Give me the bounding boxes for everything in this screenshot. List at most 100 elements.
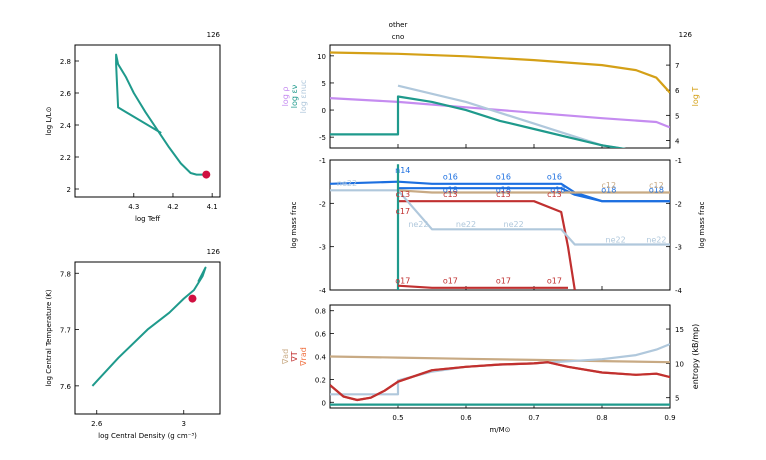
- profile-bottom-axis-label: ∇rad: [299, 347, 308, 367]
- profile-bottom-ytick-label: 0.4: [315, 354, 327, 362]
- profile-mid-ytick-right-label: -4: [675, 287, 683, 295]
- center-ytick-label: 7.8: [60, 270, 71, 278]
- species-label-n14: n14: [395, 166, 410, 175]
- hr-current-marker: [202, 170, 211, 179]
- series-o17: [397, 284, 568, 289]
- profile-top-axis-label: log ρ: [281, 87, 290, 107]
- profile-top-axis-label: log εν: [290, 84, 299, 108]
- profile-bottom-ytick-label: 0: [322, 399, 326, 407]
- profile-mid-frame: [329, 159, 671, 291]
- species-label-ne22: ne22: [408, 220, 428, 229]
- series-track: [91, 266, 207, 387]
- series-entropy: [330, 343, 670, 396]
- species-label-o17: o17: [496, 277, 511, 286]
- hr-ytick-label: 2.8: [60, 58, 71, 66]
- species-label-ne22: ne22: [456, 220, 476, 229]
- species-label-o17: o17: [395, 277, 410, 286]
- center-xtick-label: 3: [182, 420, 186, 428]
- series-track: [115, 53, 205, 176]
- series-ne22: [330, 189, 670, 246]
- profile-top-frame: [329, 44, 671, 149]
- series--t: [330, 361, 670, 402]
- hr-xtick-label: 4.2: [167, 203, 178, 211]
- center-current-marker: [188, 294, 197, 303]
- species-label-o16: o16: [496, 173, 511, 182]
- profile-mid-ylabel-right: log mass frac: [698, 201, 706, 248]
- hr-ytick-label: 2: [67, 186, 71, 194]
- profile-mid-ytick-label: -1: [319, 157, 326, 165]
- species-label-o18: o18: [550, 186, 565, 195]
- species-label-o16: o16: [547, 173, 562, 182]
- profile-top-ytick-right-label: 4: [675, 137, 680, 145]
- profile-bottom-axis-label: ∇T: [290, 351, 299, 362]
- profile-mid-ytick-label: -2: [319, 200, 326, 208]
- center-ytick-label: 7.7: [60, 327, 71, 335]
- center-ytick-label: 7.6: [60, 383, 72, 391]
- profile-mid-ytick-right-label: -3: [675, 244, 682, 252]
- species-label-ne22: ne22: [337, 179, 357, 188]
- profile-bottom-xtick-label: 0.6: [460, 414, 472, 422]
- profile-mid-ytick-label: -4: [319, 287, 327, 295]
- profile-bottom-axis-label: ∇ad: [281, 349, 290, 365]
- center-xlabel: log Central Density (g cm⁻³): [98, 432, 197, 440]
- profile-top-ytick-label: 10: [317, 53, 326, 61]
- profile-mid-ytick-right-label: -2: [675, 200, 682, 208]
- series-o18: [398, 187, 670, 203]
- center-xtick-label: 2.6: [91, 420, 103, 428]
- species-label-o18: o18: [601, 186, 616, 195]
- species-label-o18: o18: [649, 186, 664, 195]
- species-label-c12: c12: [649, 181, 664, 190]
- species-label-ne22: ne22: [606, 235, 626, 244]
- species-label-o17: o17: [443, 277, 458, 286]
- hr-xtick-label: 4.3: [128, 203, 139, 211]
- profile-bottom-right-axis-label: entropy (kB/mp): [691, 324, 700, 389]
- center-frame: [74, 261, 221, 415]
- center-ylabel: log Central Temperature (K): [45, 289, 53, 386]
- profile-top-zone-label: cno: [392, 33, 405, 41]
- series-c13: [398, 200, 576, 290]
- hr-corner-label: 126: [207, 31, 221, 39]
- profile-bottom-ytick-label: 0.8: [315, 308, 326, 316]
- species-label-o18: o18: [496, 186, 511, 195]
- profile-top-ytick-label: 0: [322, 107, 326, 115]
- profile-bottom-ytick-label: 0.2: [315, 376, 326, 384]
- profile-bottom-xtick-label: 0.9: [664, 414, 675, 422]
- hr-xtick-label: 4.1: [207, 203, 218, 211]
- profile-mid-ylabel: log mass frac: [290, 201, 298, 248]
- profile-bottom-ytick-right-label: 5: [675, 395, 679, 403]
- species-label-o17: o17: [547, 277, 562, 286]
- profile-top-ytick-label: 5: [322, 80, 326, 88]
- species-label-c12: c12: [602, 181, 617, 190]
- hr-ytick-label: 2.6: [60, 90, 72, 98]
- hr-ylabel: log L/L⊙: [45, 107, 53, 136]
- species-label-ne22: ne22: [504, 220, 524, 229]
- species-label-o18: o18: [443, 186, 458, 195]
- hr-frame: [74, 44, 221, 198]
- species-label-ne22: ne22: [646, 235, 666, 244]
- species-label-c17: c17: [395, 207, 410, 216]
- profile-bottom-xtick-label: 0.7: [528, 414, 539, 422]
- species-label-c13: c13: [395, 190, 410, 199]
- series-log-nuc: [397, 84, 627, 148]
- series-log-t: [330, 51, 670, 94]
- hr-ytick-label: 2.4: [60, 122, 72, 130]
- profile-top-ytick-right-label: 7: [675, 62, 679, 70]
- profile-top-zone-label: other: [389, 21, 408, 29]
- profile-bottom-xtick-label: 0.5: [392, 414, 403, 422]
- profile-bottom-xlabel: m/M⊙: [489, 426, 510, 434]
- species-label-o16: o16: [443, 173, 458, 182]
- profile-bottom-ytick-right-label: 10: [675, 360, 684, 368]
- profile-top-ytick-label: -5: [319, 134, 326, 142]
- center-corner-label: 126: [207, 248, 221, 256]
- species-label-c13: c13: [496, 190, 511, 199]
- species-label-c13: c13: [443, 190, 458, 199]
- profile-bottom-ytick-label: 0.6: [315, 331, 327, 339]
- profile-mid-ytick-label: -3: [319, 244, 326, 252]
- series-c12: [397, 189, 670, 194]
- series--ad: [330, 355, 670, 364]
- hr-ytick-label: 2.2: [60, 154, 71, 162]
- profile-top-axis-label: log εnuc: [299, 80, 308, 114]
- profile-mid-ytick-right-label: -1: [675, 157, 682, 165]
- species-label-c13: c13: [547, 190, 562, 199]
